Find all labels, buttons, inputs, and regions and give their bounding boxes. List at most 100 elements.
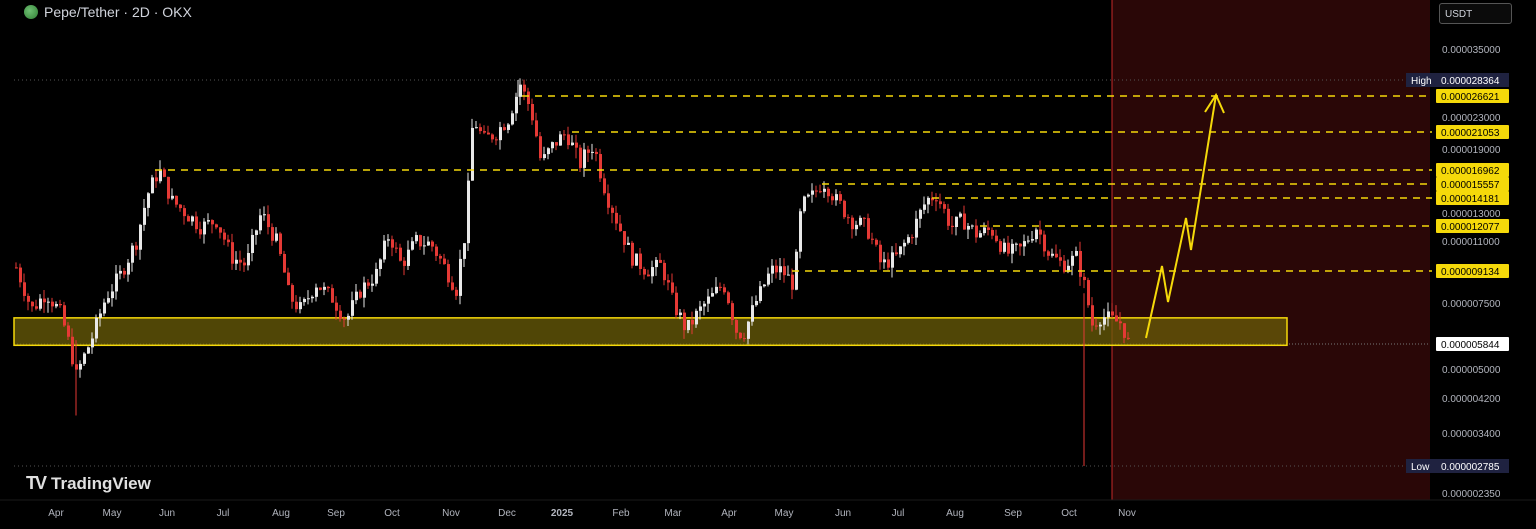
- currency-selector-button[interactable]: USDT: [1439, 3, 1512, 24]
- candle-body: [103, 302, 106, 314]
- candle-body: [187, 216, 190, 222]
- candle-body: [399, 247, 402, 261]
- candle-body: [875, 239, 878, 245]
- tradingview-logo[interactable]: ⁠TV TradingView: [26, 473, 151, 494]
- candle-body: [1063, 260, 1066, 272]
- candle-body: [955, 216, 958, 227]
- candle-body: [231, 242, 234, 264]
- candle-body: [299, 302, 302, 310]
- candle-body: [619, 223, 622, 232]
- candle-body: [251, 234, 254, 254]
- candle-body: [19, 267, 22, 283]
- time-tick-label: Sep: [327, 508, 345, 519]
- candle-body: [1071, 255, 1074, 266]
- time-tick-label: Dec: [498, 508, 516, 519]
- candle-body: [203, 221, 206, 235]
- time-tick-label: May: [103, 508, 122, 519]
- time-tick-label: May: [775, 508, 794, 519]
- candle-body: [595, 151, 598, 155]
- candle-body: [487, 132, 490, 135]
- candle-body: [751, 305, 754, 322]
- candle-body: [931, 197, 934, 201]
- candle-body: [935, 200, 938, 202]
- price-tick-label: 0.000013000: [1442, 209, 1501, 220]
- candle-body: [919, 209, 922, 219]
- candle-body: [683, 312, 686, 331]
- candle-body: [151, 177, 154, 194]
- candle-body: [123, 270, 126, 275]
- high-value-badge: [1436, 73, 1509, 87]
- candle-body: [371, 283, 374, 286]
- candle-body: [727, 292, 730, 304]
- candle-body: [363, 282, 366, 298]
- candle-body: [775, 265, 778, 273]
- candle-body: [979, 233, 982, 238]
- candle-body: [383, 240, 386, 260]
- candle-body: [499, 127, 502, 141]
- candle-body: [115, 273, 118, 292]
- candle-body: [483, 131, 486, 133]
- candle-body: [671, 282, 674, 293]
- candle-body: [155, 177, 158, 182]
- candle-body: [675, 292, 678, 316]
- symbol-title: Pepe/Tether · 2D · OKX: [44, 4, 192, 20]
- time-tick-label: Sep: [1004, 508, 1022, 519]
- candle-body: [99, 313, 102, 318]
- candle-body: [179, 204, 182, 209]
- candle-body: [907, 237, 910, 243]
- candle-body: [447, 264, 450, 283]
- candle-body: [815, 190, 818, 192]
- candle-body: [531, 104, 534, 121]
- candle-body: [139, 224, 142, 250]
- candle-body: [731, 303, 734, 321]
- level-price-label: 0.000012077: [1441, 222, 1500, 233]
- level-price-badge: [1436, 191, 1509, 205]
- candle-body: [291, 285, 294, 302]
- candle-body: [1011, 243, 1014, 254]
- candle-body: [579, 147, 582, 168]
- candle-body: [207, 220, 210, 222]
- price-tick-label: 0.000023000: [1442, 113, 1501, 124]
- candle-body: [51, 301, 54, 307]
- tradingview-logo-text: TradingView: [51, 473, 151, 493]
- candle-body: [143, 207, 146, 225]
- candle-body: [423, 245, 426, 247]
- candle-body: [891, 252, 894, 268]
- candle-body: [859, 217, 862, 225]
- candle-body: [63, 305, 66, 326]
- time-tick-label: Jul: [892, 508, 905, 519]
- candle-body: [983, 227, 986, 234]
- price-tick-label: 0.000011000: [1442, 237, 1500, 248]
- candle-body: [15, 267, 18, 269]
- symbol-header[interactable]: Pepe/Tether · 2D · OKX: [24, 4, 192, 20]
- candle-body: [1007, 242, 1010, 254]
- candle-body: [779, 266, 782, 273]
- candle-body: [23, 282, 26, 296]
- candle-body: [599, 154, 602, 179]
- candle-body: [211, 220, 214, 225]
- candle-body: [223, 232, 226, 240]
- candle-body: [491, 134, 494, 140]
- candle-body: [719, 286, 722, 288]
- candle-body: [479, 127, 482, 132]
- candle-body: [79, 363, 82, 370]
- candle-body: [147, 193, 150, 208]
- candle-body: [379, 259, 382, 269]
- candle-body: [607, 193, 610, 208]
- candle-body: [695, 310, 698, 325]
- candle-body: [263, 214, 266, 216]
- candle-body: [355, 291, 358, 301]
- candle-body: [279, 233, 282, 254]
- candle-body: [419, 235, 422, 247]
- candle-body: [947, 208, 950, 226]
- candle-body: [783, 266, 786, 276]
- candle-body: [199, 229, 202, 235]
- candle-body: [567, 134, 570, 146]
- candle-body: [183, 208, 186, 217]
- candle-body: [135, 245, 138, 250]
- candle-body: [863, 217, 866, 219]
- candle-body: [311, 296, 314, 299]
- candle-body: [83, 353, 86, 364]
- level-price-label: 0.000016962: [1441, 166, 1500, 177]
